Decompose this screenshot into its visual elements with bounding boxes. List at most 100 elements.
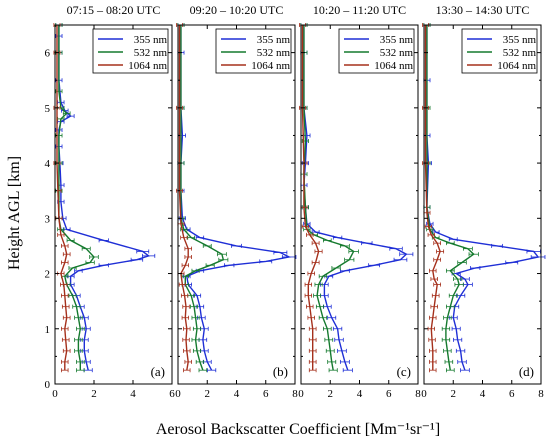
error-bar-1064-nm <box>433 241 442 246</box>
error-bar-532-nm <box>74 337 83 342</box>
panel-label: (b) <box>273 364 288 379</box>
legend-label-1064-nm: 1064 nm <box>374 60 413 72</box>
legend-label-1064-nm: 1064 nm <box>128 60 167 72</box>
error-bar-532-nm <box>76 368 85 373</box>
error-bar-1064-nm <box>61 359 69 364</box>
panel-label: (a) <box>151 364 165 379</box>
y-tick-label: 0 <box>45 379 51 391</box>
error-bar-1064-nm <box>178 282 186 287</box>
error-bar-1064-nm <box>308 337 317 342</box>
x-tick-label: 0 <box>298 388 304 400</box>
error-bar-532-nm <box>68 293 77 298</box>
error-bar-355-nm <box>74 268 83 273</box>
legend-label-1064-nm: 1064 nm <box>251 60 290 72</box>
error-bar-532-nm <box>331 266 341 271</box>
series-line-355-nm <box>180 25 292 371</box>
error-bar-532-nm <box>323 326 332 331</box>
x-tick-label: 4 <box>130 388 136 400</box>
error-bar-1064-nm <box>304 282 312 287</box>
error-bar-532-nm <box>76 359 85 364</box>
error-bar-1064-nm <box>180 293 189 298</box>
error-bar-355-nm <box>526 249 541 254</box>
error-bar-355-nm <box>361 241 373 246</box>
error-bar-1064-nm <box>436 249 445 254</box>
error-bar-355-nm <box>491 243 504 248</box>
error-bar-355-nm <box>136 249 150 254</box>
error-bar-355-nm <box>259 259 273 264</box>
error-bar-355-nm <box>342 368 353 373</box>
x-tick-label: 6 <box>169 388 175 400</box>
error-bar-1064-nm <box>306 304 314 309</box>
panel-title: 13:30 – 14:30 UTC <box>436 3 530 17</box>
x-tick-label: 4 <box>234 388 240 400</box>
error-bar-532-nm <box>462 246 473 251</box>
error-bar-1064-nm <box>429 359 437 364</box>
error-bar-532-nm <box>198 368 208 373</box>
legend-label-532-nm: 532 nm <box>380 47 414 59</box>
x-tick-label: 0 <box>52 388 58 400</box>
series-line-1064-nm <box>56 25 68 371</box>
error-bar-532-nm <box>313 293 322 298</box>
error-bar-532-nm <box>85 260 95 265</box>
error-bar-355-nm <box>231 243 242 248</box>
y-tick-label: 2 <box>45 269 51 281</box>
error-bar-1064-nm <box>183 348 191 353</box>
error-bar-532-nm <box>187 235 196 240</box>
error-bar-355-nm <box>505 260 519 265</box>
x-tick-label: 6 <box>263 388 269 400</box>
error-bar-355-nm <box>368 263 381 268</box>
error-bar-1064-nm <box>61 368 69 373</box>
error-bar-532-nm <box>72 304 81 309</box>
error-bar-1064-nm <box>307 315 315 320</box>
error-bar-532-nm <box>446 268 455 273</box>
error-bar-532-nm <box>66 238 75 243</box>
error-bar-532-nm <box>315 304 325 309</box>
error-bar-532-nm <box>191 315 200 320</box>
error-bar-532-nm <box>443 315 452 320</box>
error-bar-1064-nm <box>429 368 437 373</box>
x-tick-label: 6 <box>509 388 515 400</box>
error-bar-532-nm <box>68 266 77 271</box>
error-bar-1064-nm <box>61 293 69 298</box>
error-bar-1064-nm <box>428 337 436 342</box>
error-bar-532-nm <box>444 359 454 364</box>
error-bar-1064-nm <box>61 243 69 248</box>
error-bar-532-nm <box>318 315 328 320</box>
error-bar-1064-nm <box>308 368 317 373</box>
series-line-355-nm <box>58 25 151 371</box>
error-bar-532-nm <box>314 282 323 287</box>
panel-label: (d) <box>519 364 534 379</box>
error-bar-1064-nm <box>430 304 438 309</box>
error-bar-1064-nm <box>429 348 437 353</box>
series-line-355-nm <box>303 25 408 371</box>
x-tick-label: 0 <box>175 388 181 400</box>
error-bar-1064-nm <box>304 293 312 298</box>
error-bar-532-nm <box>192 326 202 331</box>
error-bar-1064-nm <box>184 359 192 364</box>
error-bar-1064-nm <box>57 232 65 237</box>
error-bar-1064-nm <box>181 315 189 320</box>
legend-label-355-nm: 355 nm <box>134 34 168 46</box>
error-bar-355-nm <box>281 254 297 259</box>
error-bar-355-nm <box>98 263 109 268</box>
error-bar-355-nm <box>327 315 337 320</box>
error-bar-532-nm <box>89 254 99 259</box>
error-bar-355-nm <box>457 359 467 364</box>
series-line-1064-nm <box>424 25 441 371</box>
error-bar-532-nm <box>446 304 455 309</box>
error-bar-1064-nm <box>307 271 315 276</box>
error-bar-532-nm <box>325 348 335 353</box>
error-bar-1064-nm <box>60 282 68 287</box>
error-bar-1064-nm <box>301 224 309 229</box>
error-bar-355-nm <box>530 254 546 259</box>
error-bar-1064-nm <box>61 304 70 309</box>
error-bar-1064-nm <box>181 263 189 268</box>
error-bar-355-nm <box>451 326 461 331</box>
error-bar-1064-nm <box>184 254 192 259</box>
error-bar-1064-nm <box>429 268 437 273</box>
